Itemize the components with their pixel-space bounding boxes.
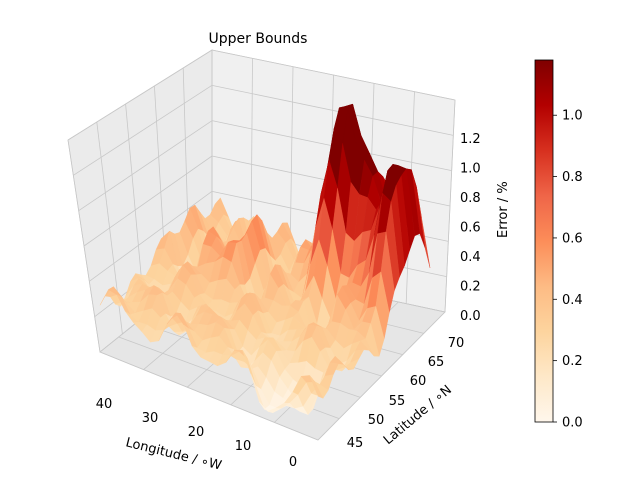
colorbar-tick-label: 0.8 (562, 170, 583, 185)
chart-title: Upper Bounds (209, 31, 308, 47)
colorbar-tick-label: 0.2 (562, 354, 583, 369)
colorbar-gradient (534, 59, 554, 423)
z-tick-label: 0.2 (460, 280, 481, 295)
colorbar-tick-label: 0.6 (562, 231, 583, 246)
colorbar-ticks: 0.0 0.2 0.4 0.6 0.8 1.0 (553, 109, 583, 431)
y-tick-label: 45 (347, 436, 364, 451)
x-tick-label: 10 (235, 439, 252, 454)
colorbar-tick-label: 1.0 (562, 109, 583, 124)
x-tick-label: 20 (188, 425, 205, 440)
y-tick-label: 65 (428, 355, 445, 370)
z-tick-label: 0.8 (460, 191, 481, 206)
x-tick-label: 0 (289, 455, 297, 470)
x-tick-label: 30 (142, 411, 159, 426)
y-tick-label: 70 (448, 336, 465, 351)
surface-facet (309, 375, 324, 399)
y-tick-label: 55 (389, 394, 406, 409)
z-tick-label: 1.2 (460, 132, 481, 147)
z-tick-label: 0.4 (460, 250, 481, 265)
y-tick-label: 50 (368, 413, 385, 428)
y-axis-label: Latitude / ∘N (381, 383, 455, 448)
y-tick-label: 60 (410, 374, 427, 389)
colorbar-tick-label: 0.0 (562, 416, 583, 431)
x-tick-label: 40 (96, 397, 113, 412)
error-surface (99, 103, 431, 416)
colorbar: 0.0 0.2 0.4 0.6 0.8 1.0 (534, 59, 583, 431)
z-tick-label: 1.0 (460, 162, 481, 177)
z-axis-label: Error / % (496, 181, 511, 238)
z-tick-label: 0.6 (460, 221, 481, 236)
colorbar-tick-label: 0.4 (562, 293, 583, 308)
z-tick-label: 0.0 (460, 309, 481, 324)
x-axis-label: Longitude / ∘W (124, 435, 223, 473)
